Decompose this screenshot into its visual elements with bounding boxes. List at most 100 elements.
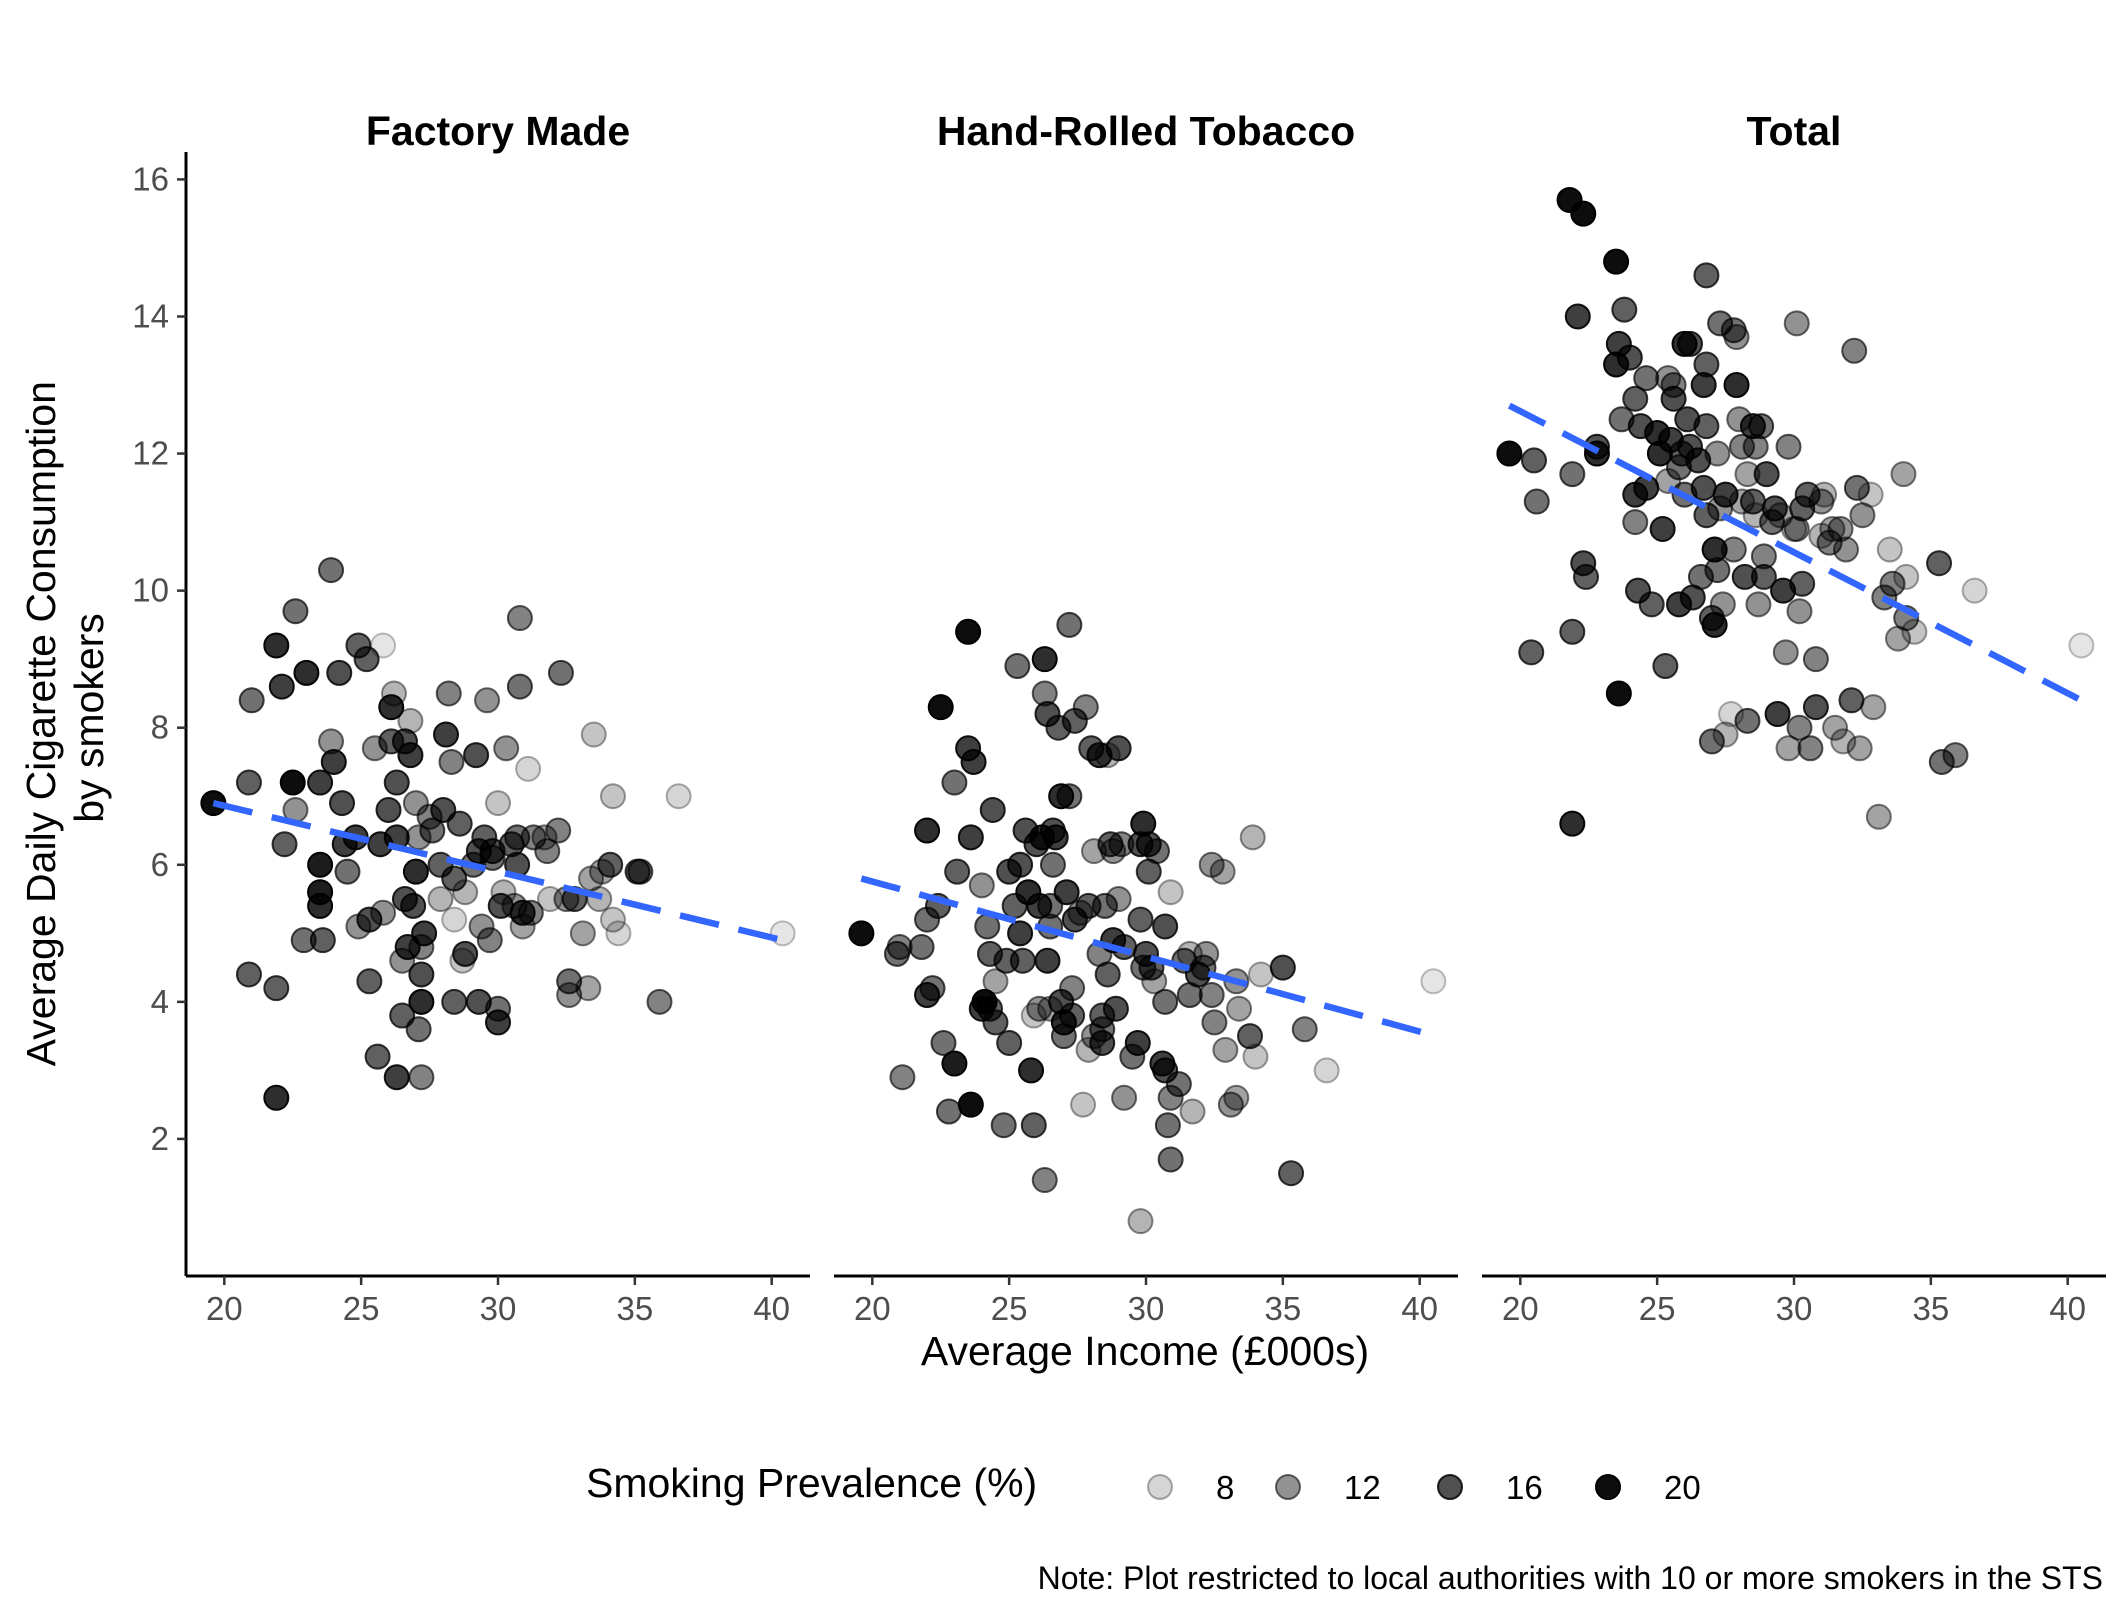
data-point — [665, 783, 692, 810]
data-point — [1496, 440, 1523, 467]
data-point — [326, 659, 353, 686]
data-point — [1846, 735, 1873, 762]
y-tick-label: 6 — [151, 846, 169, 883]
data-point — [1901, 618, 1928, 645]
data-point — [1833, 536, 1859, 563]
data-point — [1193, 940, 1220, 967]
x-tick-label: 40 — [1401, 1290, 1438, 1327]
data-point — [383, 769, 410, 796]
data-point — [1808, 488, 1835, 515]
data-point — [1616, 344, 1643, 371]
data-point — [1764, 701, 1791, 727]
data-point — [307, 879, 334, 906]
x-tick-label: 35 — [1912, 1290, 1949, 1327]
data-point — [1819, 515, 1846, 542]
x-tick-label: 40 — [753, 1290, 790, 1327]
data-point — [1573, 563, 1599, 590]
data-point — [1056, 783, 1083, 810]
data-point — [1704, 557, 1731, 584]
data-point — [1020, 1112, 1047, 1139]
data-point — [2068, 632, 2095, 659]
data-point — [1649, 515, 1676, 542]
x-tick-label: 20 — [206, 1290, 243, 1327]
data-point — [1039, 851, 1066, 878]
data-point — [402, 790, 429, 817]
data-point — [452, 940, 479, 967]
data-point — [1772, 639, 1799, 666]
data-point — [1677, 330, 1703, 357]
data-point — [397, 707, 424, 734]
data-point — [1143, 838, 1170, 865]
data-point — [580, 721, 607, 748]
data-point — [263, 1084, 290, 1111]
data-point — [400, 892, 427, 919]
data-point — [1734, 707, 1761, 734]
data-point — [1603, 248, 1630, 275]
data-point — [307, 851, 334, 878]
legend-label: 20 — [1664, 1469, 1701, 1506]
data-point — [919, 975, 946, 1002]
data-point — [378, 694, 405, 721]
data-point — [646, 988, 673, 1015]
data-point — [955, 618, 982, 645]
data-point — [1059, 975, 1086, 1002]
data-point — [334, 858, 361, 885]
x-tick-label: 40 — [2049, 1290, 2086, 1327]
data-point — [1124, 1029, 1151, 1056]
data-point — [935, 1098, 962, 1125]
data-point — [1849, 502, 1876, 529]
data-point — [1223, 1084, 1250, 1111]
data-point — [1209, 858, 1236, 885]
data-point — [435, 680, 462, 707]
data-point — [1157, 879, 1184, 906]
data-point — [941, 1050, 968, 1077]
data-point — [1685, 447, 1712, 474]
data-point — [889, 1064, 916, 1091]
panel-title: Total — [1747, 108, 1842, 154]
data-point — [556, 968, 583, 995]
data-point — [1879, 570, 1906, 597]
x-tick-label: 30 — [1128, 1290, 1165, 1327]
y-axis-title-line-1: Average Daily Cigarette Consumption — [18, 381, 64, 1066]
data-point — [493, 735, 520, 762]
data-point — [1100, 838, 1127, 865]
legend-key — [1437, 1474, 1463, 1500]
legend-title: Smoking Prevalence (%) — [586, 1460, 1037, 1506]
legend-label: 16 — [1506, 1469, 1543, 1506]
y-tick-label: 10 — [132, 572, 169, 609]
data-point — [1007, 920, 1034, 947]
data-point — [1789, 570, 1816, 597]
data-point — [1157, 1146, 1184, 1173]
x-tick-label: 30 — [480, 1290, 517, 1327]
data-point — [1179, 1098, 1206, 1125]
x-tick-label: 30 — [1776, 1290, 1813, 1327]
data-point — [485, 790, 511, 817]
data-point — [1111, 1084, 1138, 1111]
data-point — [1786, 598, 1813, 625]
data-point — [1712, 721, 1739, 748]
data-point — [1802, 694, 1829, 721]
data-point — [468, 913, 495, 940]
y-axis-title: Average Daily Cigarette Consumption by s… — [18, 370, 112, 1067]
data-point — [375, 796, 402, 823]
data-point — [235, 769, 262, 796]
data-point — [309, 927, 336, 954]
data-point — [1783, 310, 1810, 337]
data-point — [914, 817, 941, 844]
data-point — [383, 1064, 410, 1091]
data-point — [1291, 1016, 1318, 1043]
data-point — [427, 886, 454, 913]
data-point — [282, 598, 309, 625]
data-point — [960, 748, 987, 775]
legend-label: 8 — [1216, 1469, 1234, 1506]
data-point — [476, 927, 503, 954]
data-point — [463, 742, 490, 769]
data-point — [1198, 982, 1225, 1008]
data-point — [957, 1091, 984, 1118]
data-point — [1018, 1057, 1045, 1084]
data-point — [1247, 961, 1274, 988]
y-tick-label: 12 — [132, 435, 169, 472]
y-tick-label: 8 — [151, 709, 169, 746]
data-point — [1154, 1112, 1181, 1139]
